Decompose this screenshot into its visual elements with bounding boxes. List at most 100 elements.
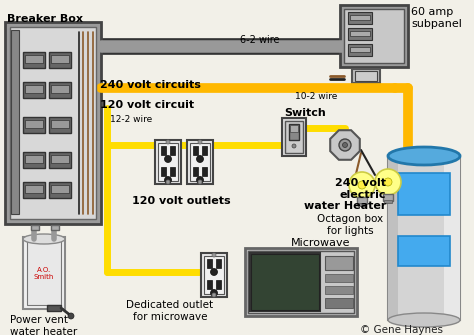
Circle shape <box>343 142 347 147</box>
Circle shape <box>198 180 202 184</box>
Bar <box>25 85 43 93</box>
Text: Power vent
water heater: Power vent water heater <box>10 315 77 335</box>
Bar <box>340 5 408 67</box>
Bar <box>155 140 181 184</box>
Polygon shape <box>330 130 360 160</box>
Bar <box>51 55 69 63</box>
Ellipse shape <box>23 234 65 244</box>
Bar <box>23 182 45 198</box>
Circle shape <box>384 178 392 186</box>
Bar <box>193 167 198 176</box>
Bar <box>325 298 353 308</box>
Text: 120 volt outlets: 120 volt outlets <box>132 196 231 206</box>
Circle shape <box>339 139 351 151</box>
Circle shape <box>210 289 218 296</box>
Bar <box>202 167 207 176</box>
Bar <box>207 259 212 268</box>
Bar <box>245 248 357 316</box>
Text: 60 amp
subpanel: 60 amp subpanel <box>411 7 462 28</box>
Bar <box>202 146 207 155</box>
Bar <box>25 155 43 163</box>
Bar <box>51 155 69 163</box>
Bar <box>388 156 460 320</box>
Bar <box>355 71 377 81</box>
Bar <box>398 173 450 215</box>
Bar <box>398 236 450 266</box>
Bar <box>49 82 71 98</box>
Bar <box>25 55 43 63</box>
Bar <box>216 259 221 268</box>
Bar <box>47 305 61 311</box>
Bar <box>49 152 71 168</box>
Bar <box>23 237 65 309</box>
Bar <box>23 117 45 133</box>
Circle shape <box>292 144 296 148</box>
Bar <box>170 146 175 155</box>
Circle shape <box>210 268 218 275</box>
Bar <box>23 82 45 98</box>
Bar <box>23 52 45 68</box>
Text: Dedicated outlet
for microwave: Dedicated outlet for microwave <box>127 300 214 322</box>
Bar <box>325 286 353 294</box>
Bar <box>51 185 69 193</box>
Bar <box>444 156 460 320</box>
Bar <box>193 146 198 155</box>
Bar <box>325 256 353 270</box>
Bar <box>25 185 43 193</box>
Bar <box>51 120 69 128</box>
Bar <box>170 167 175 176</box>
Ellipse shape <box>388 313 460 327</box>
Bar <box>161 167 166 176</box>
Bar <box>282 118 306 156</box>
Bar <box>350 31 370 36</box>
Circle shape <box>212 253 216 257</box>
Text: 12-2 wire: 12-2 wire <box>110 115 152 124</box>
Circle shape <box>375 169 401 195</box>
Bar <box>201 253 227 297</box>
Bar <box>207 280 212 289</box>
Text: Octagon box
for lights: Octagon box for lights <box>317 214 383 236</box>
Bar <box>358 203 366 206</box>
Bar <box>5 22 101 224</box>
Bar <box>388 156 398 320</box>
Bar <box>383 194 393 201</box>
Bar <box>384 200 392 203</box>
Bar <box>250 253 320 311</box>
Bar <box>51 85 69 93</box>
Bar <box>248 251 354 313</box>
Bar <box>11 30 19 214</box>
Bar <box>285 121 303 153</box>
Bar <box>348 44 372 56</box>
Bar <box>190 143 210 181</box>
Bar <box>352 69 380 83</box>
Bar <box>216 280 221 289</box>
Text: Breaker Box: Breaker Box <box>7 14 83 24</box>
Bar <box>49 182 71 198</box>
Circle shape <box>166 140 170 144</box>
Bar <box>161 146 166 155</box>
Text: 6-2 wire: 6-2 wire <box>240 35 280 45</box>
Bar <box>51 225 59 230</box>
Bar <box>325 274 353 282</box>
Circle shape <box>164 155 172 162</box>
Bar <box>187 140 213 184</box>
Bar <box>204 256 224 294</box>
Bar <box>350 15 370 20</box>
Bar <box>23 152 45 168</box>
Text: 120 volt circuit: 120 volt circuit <box>100 100 194 110</box>
Text: © Gene Haynes: © Gene Haynes <box>360 325 443 335</box>
Text: 240 volt circuits: 240 volt circuits <box>100 80 201 90</box>
Bar <box>158 143 178 181</box>
Bar <box>289 124 299 140</box>
Circle shape <box>68 313 74 319</box>
Bar <box>31 225 39 230</box>
Bar <box>49 117 71 133</box>
Bar <box>251 254 319 310</box>
Bar <box>25 120 43 128</box>
Bar <box>344 9 404 63</box>
Text: A.O.
Smith: A.O. Smith <box>34 267 54 280</box>
Circle shape <box>164 177 172 184</box>
Circle shape <box>197 155 203 162</box>
Text: 240 volt
electric
water Heater: 240 volt electric water Heater <box>304 178 386 211</box>
Ellipse shape <box>388 147 460 165</box>
